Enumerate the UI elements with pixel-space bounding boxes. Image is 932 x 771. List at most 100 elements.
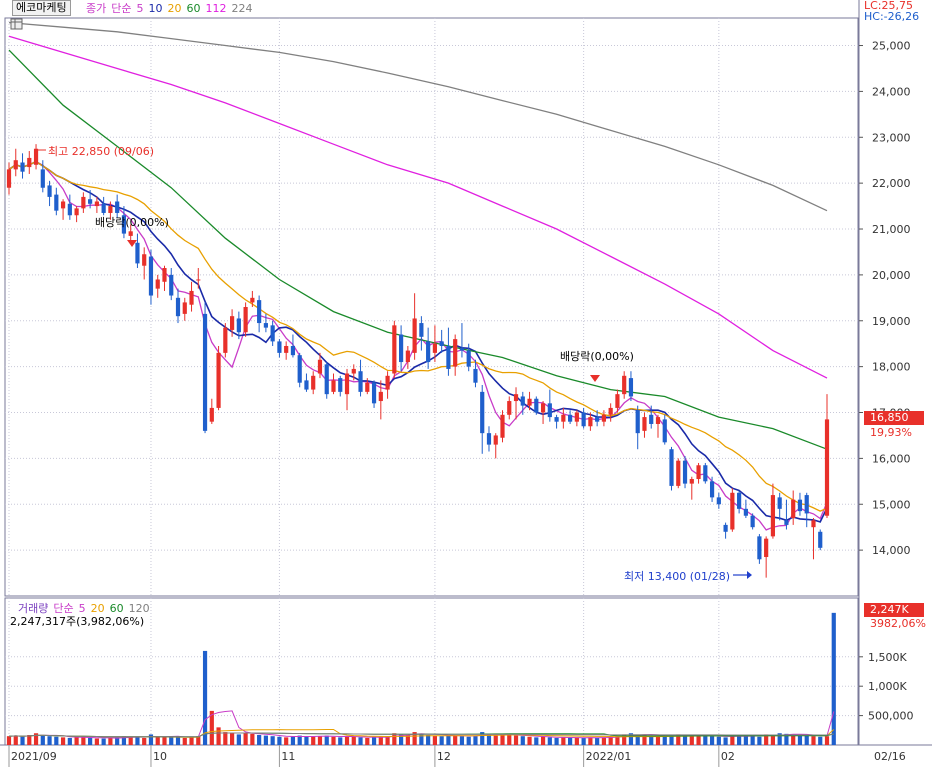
candle-body [797, 499, 803, 512]
volume-bar [831, 612, 836, 745]
volume-bar [453, 735, 458, 745]
candle-body [47, 185, 52, 197]
candle-body [703, 465, 708, 482]
volume-bar [770, 735, 776, 745]
candle-body [162, 268, 167, 282]
candle-body [682, 460, 688, 484]
volume-bar [148, 734, 154, 745]
candle-body [385, 375, 390, 390]
candle-body [94, 201, 99, 207]
candle-body [764, 538, 769, 558]
price-tick-label: 15,000 [872, 498, 911, 511]
candle-body [676, 460, 681, 486]
volume-bar [500, 735, 505, 745]
legend-item-0: 종가 [86, 2, 107, 15]
candle-body [121, 215, 127, 234]
candle-body [257, 300, 262, 324]
volume-bar [399, 734, 404, 745]
volume-bar [297, 735, 302, 745]
volume-bar [6, 736, 12, 745]
ma-line-224 [8, 21, 828, 212]
candle-body [520, 396, 525, 406]
candle-body [148, 256, 154, 296]
volume-bar [250, 733, 255, 745]
candle-body [399, 334, 404, 363]
volume-ma-120 [8, 732, 834, 738]
x-tick-label: 11 [281, 750, 295, 763]
x-tick-label: 2021/09 [11, 750, 57, 763]
current-price: 16,850 [870, 411, 909, 424]
candle-body [689, 479, 694, 484]
volume-bar [277, 736, 282, 745]
candle-body [54, 194, 59, 211]
volume-bar [730, 736, 735, 745]
candle-body [412, 318, 417, 353]
candle-body [662, 419, 667, 443]
x-tick-label: 02/16 [874, 750, 906, 763]
volume-bar [419, 733, 424, 745]
volume-bar [757, 736, 762, 745]
candle-body [250, 297, 255, 303]
volume-bar [196, 736, 201, 745]
candle-body [737, 492, 742, 509]
candle-body [40, 169, 45, 188]
price-tick-label: 23,000 [872, 131, 911, 144]
candle-body [6, 169, 12, 188]
candle-body [818, 531, 823, 548]
price-tick-label: 19,000 [872, 315, 911, 328]
candle-body [791, 499, 796, 519]
candle-body [811, 520, 816, 528]
ma-line-20 [8, 160, 828, 512]
candle-body [743, 508, 748, 516]
volume-bar [311, 736, 316, 745]
candle-body [561, 414, 566, 422]
candle-body [453, 339, 458, 367]
volume-bar [135, 737, 140, 745]
candle-body [669, 449, 674, 486]
volume-tick-label: 500,000 [868, 710, 914, 723]
candle-body [67, 203, 72, 216]
volume-bar [676, 734, 681, 745]
volume-tick-label: 1,000K [868, 680, 907, 693]
volume-bar [284, 737, 289, 745]
candle-body [175, 297, 181, 317]
volume-bar [804, 735, 809, 745]
legend-item-5: 120 [128, 602, 150, 615]
volume-bar [202, 650, 208, 745]
volume-bar [378, 736, 383, 745]
candle-body [540, 403, 546, 413]
volume-bar [588, 737, 593, 745]
candle-body [115, 201, 120, 213]
volume-bar [128, 736, 133, 745]
volume-bar [81, 736, 86, 745]
price-change-pct: 19,93% [870, 426, 912, 439]
candle-body [351, 368, 356, 374]
volume-bar [263, 735, 268, 745]
candle-body [371, 382, 377, 404]
candle-body [223, 327, 228, 353]
candle-body [189, 290, 194, 305]
stock-name-box[interactable]: 에코마케팅 [12, 0, 71, 16]
candle-body [338, 378, 343, 392]
x-tick-label: 2022/01 [586, 750, 632, 763]
volume-bar [94, 738, 99, 745]
volume-bar [784, 733, 789, 745]
volume-bar [811, 736, 816, 745]
volume-bar [486, 734, 492, 745]
volume-bar [493, 735, 498, 745]
volume-bar [13, 735, 18, 745]
candle-body [804, 495, 809, 514]
volume-bar [716, 736, 721, 745]
price-tick-label: 22,000 [872, 177, 911, 190]
volume-bar [628, 733, 634, 745]
legend-item-2: 5 [136, 2, 144, 15]
volume-bar [162, 737, 167, 745]
candle-body [784, 520, 789, 525]
volume-bar [365, 737, 370, 745]
candle-body [581, 412, 586, 427]
volume-bar [527, 736, 532, 745]
volume-bar [344, 736, 350, 745]
candle-body [696, 465, 701, 480]
volume-bar [520, 736, 525, 745]
